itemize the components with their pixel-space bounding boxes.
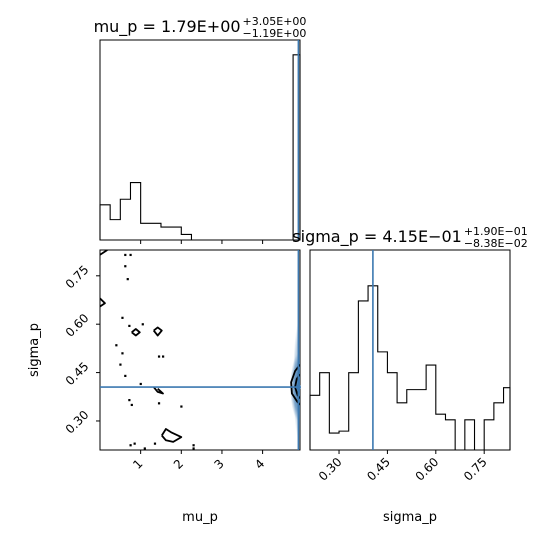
contour-line xyxy=(161,428,183,443)
sample-speck xyxy=(119,363,122,366)
sigma_p-title-value: 4.15E−01 xyxy=(382,227,462,246)
contour-panel: 1 2 3 4 0.30 0.45 0.60 0.75 mu_p sigma_p xyxy=(27,249,301,525)
sample-speck xyxy=(162,355,165,358)
sample-speck xyxy=(115,344,118,347)
mu_p-title: mu_p = 1.79E+00 xyxy=(94,17,241,37)
sigma_p-histogram-frame xyxy=(309,249,511,451)
sigma_p-y-tick-label: 0.30 xyxy=(63,408,92,437)
sigma_p-y-tick-label: 0.45 xyxy=(63,359,92,388)
sample-speck xyxy=(180,405,183,408)
sigma_p-title-lower-error: −8.38E−02 xyxy=(464,237,528,250)
contour-line xyxy=(131,328,141,337)
mu_p-x-tick-label: 2 xyxy=(171,457,186,472)
sample-speck xyxy=(192,444,195,447)
sample-speck xyxy=(124,374,127,378)
sample-speck xyxy=(128,324,131,328)
sample-speck xyxy=(130,403,133,407)
sample-speck xyxy=(141,323,144,326)
sigma_p-y-ticks: 0.30 0.45 0.60 0.75 xyxy=(63,263,100,437)
mu_p-title-label: mu_p = xyxy=(94,17,161,37)
sigma_p-x-tick-label: 0.75 xyxy=(461,455,490,484)
sample-speck xyxy=(157,402,161,405)
sample-speck xyxy=(124,253,127,257)
density-cloud xyxy=(290,320,300,441)
sample-speck xyxy=(139,382,142,386)
sigma_p-y-tick-label: 0.60 xyxy=(63,311,92,340)
sigma_p-y-tick-label: 0.75 xyxy=(63,263,92,292)
sigma_p-x-tick-label: 0.60 xyxy=(413,455,442,484)
truth-point xyxy=(295,384,301,390)
sigma_p-axis-label-x: sigma_p xyxy=(383,510,437,525)
contour-frame xyxy=(99,249,301,451)
sample-specks xyxy=(115,253,195,450)
mu_p-histogram-ticks xyxy=(140,240,264,244)
sample-speck xyxy=(126,278,129,281)
sigma_p-x-tick-label: 0.45 xyxy=(364,455,393,484)
sigma_p-axis-label: sigma_p xyxy=(27,323,42,377)
sample-speck xyxy=(129,444,132,447)
sample-speck xyxy=(133,442,136,445)
contour-line xyxy=(100,250,108,256)
sample-speck xyxy=(157,355,161,358)
mu_p-x-tick-label: 4 xyxy=(252,457,267,472)
mu_p-histogram-step xyxy=(99,54,301,241)
mu_p-x-tick-label: 1 xyxy=(130,457,145,472)
sample-speck xyxy=(121,316,124,319)
contour-line xyxy=(153,326,163,337)
mu_p-x-ticks: 1 2 3 4 xyxy=(130,450,267,472)
mu_p-title-value: 1.79E+00 xyxy=(161,17,241,36)
mu_p-histogram-frame xyxy=(99,39,301,241)
mu_p-title-lower-error: −1.19E+00 xyxy=(243,27,307,40)
mu_p-axis-label: mu_p xyxy=(182,510,218,525)
sample-speck xyxy=(121,352,124,355)
contour-line xyxy=(100,297,106,308)
contour-line xyxy=(153,386,164,395)
sigma_p-x-ticks: 0.30 0.45 0.60 0.75 xyxy=(316,450,490,484)
density-halo xyxy=(293,320,300,441)
sample-speck xyxy=(124,265,127,268)
sigma_p-histogram-panel: 0.30 0.45 0.60 0.75 sigma_p sigma_p = 4.15E… xyxy=(292,225,527,525)
sigma_p-title-upper-error: +1.90E−01 xyxy=(464,225,528,238)
sigma_p-title: sigma_p = 4.15E−01 xyxy=(292,227,462,247)
sample-speck xyxy=(192,447,195,450)
contour-lines xyxy=(100,250,300,443)
sample-speck xyxy=(128,399,131,402)
sigma_p-title-label: sigma_p = xyxy=(292,227,382,247)
mu_p-histogram-panel: mu_p = 1.79E+00 +3.05E+00 −1.19E+00 xyxy=(94,15,307,244)
sigma_p-histogram-step xyxy=(309,285,511,451)
mu_p-title-upper-error: +3.05E+00 xyxy=(243,15,307,28)
sample-speck xyxy=(153,442,157,445)
sample-speck xyxy=(143,447,146,450)
mu_p-x-tick-label: 3 xyxy=(211,457,226,472)
sigma_p-x-tick-label: 0.30 xyxy=(316,455,345,484)
sample-speck xyxy=(129,253,132,257)
